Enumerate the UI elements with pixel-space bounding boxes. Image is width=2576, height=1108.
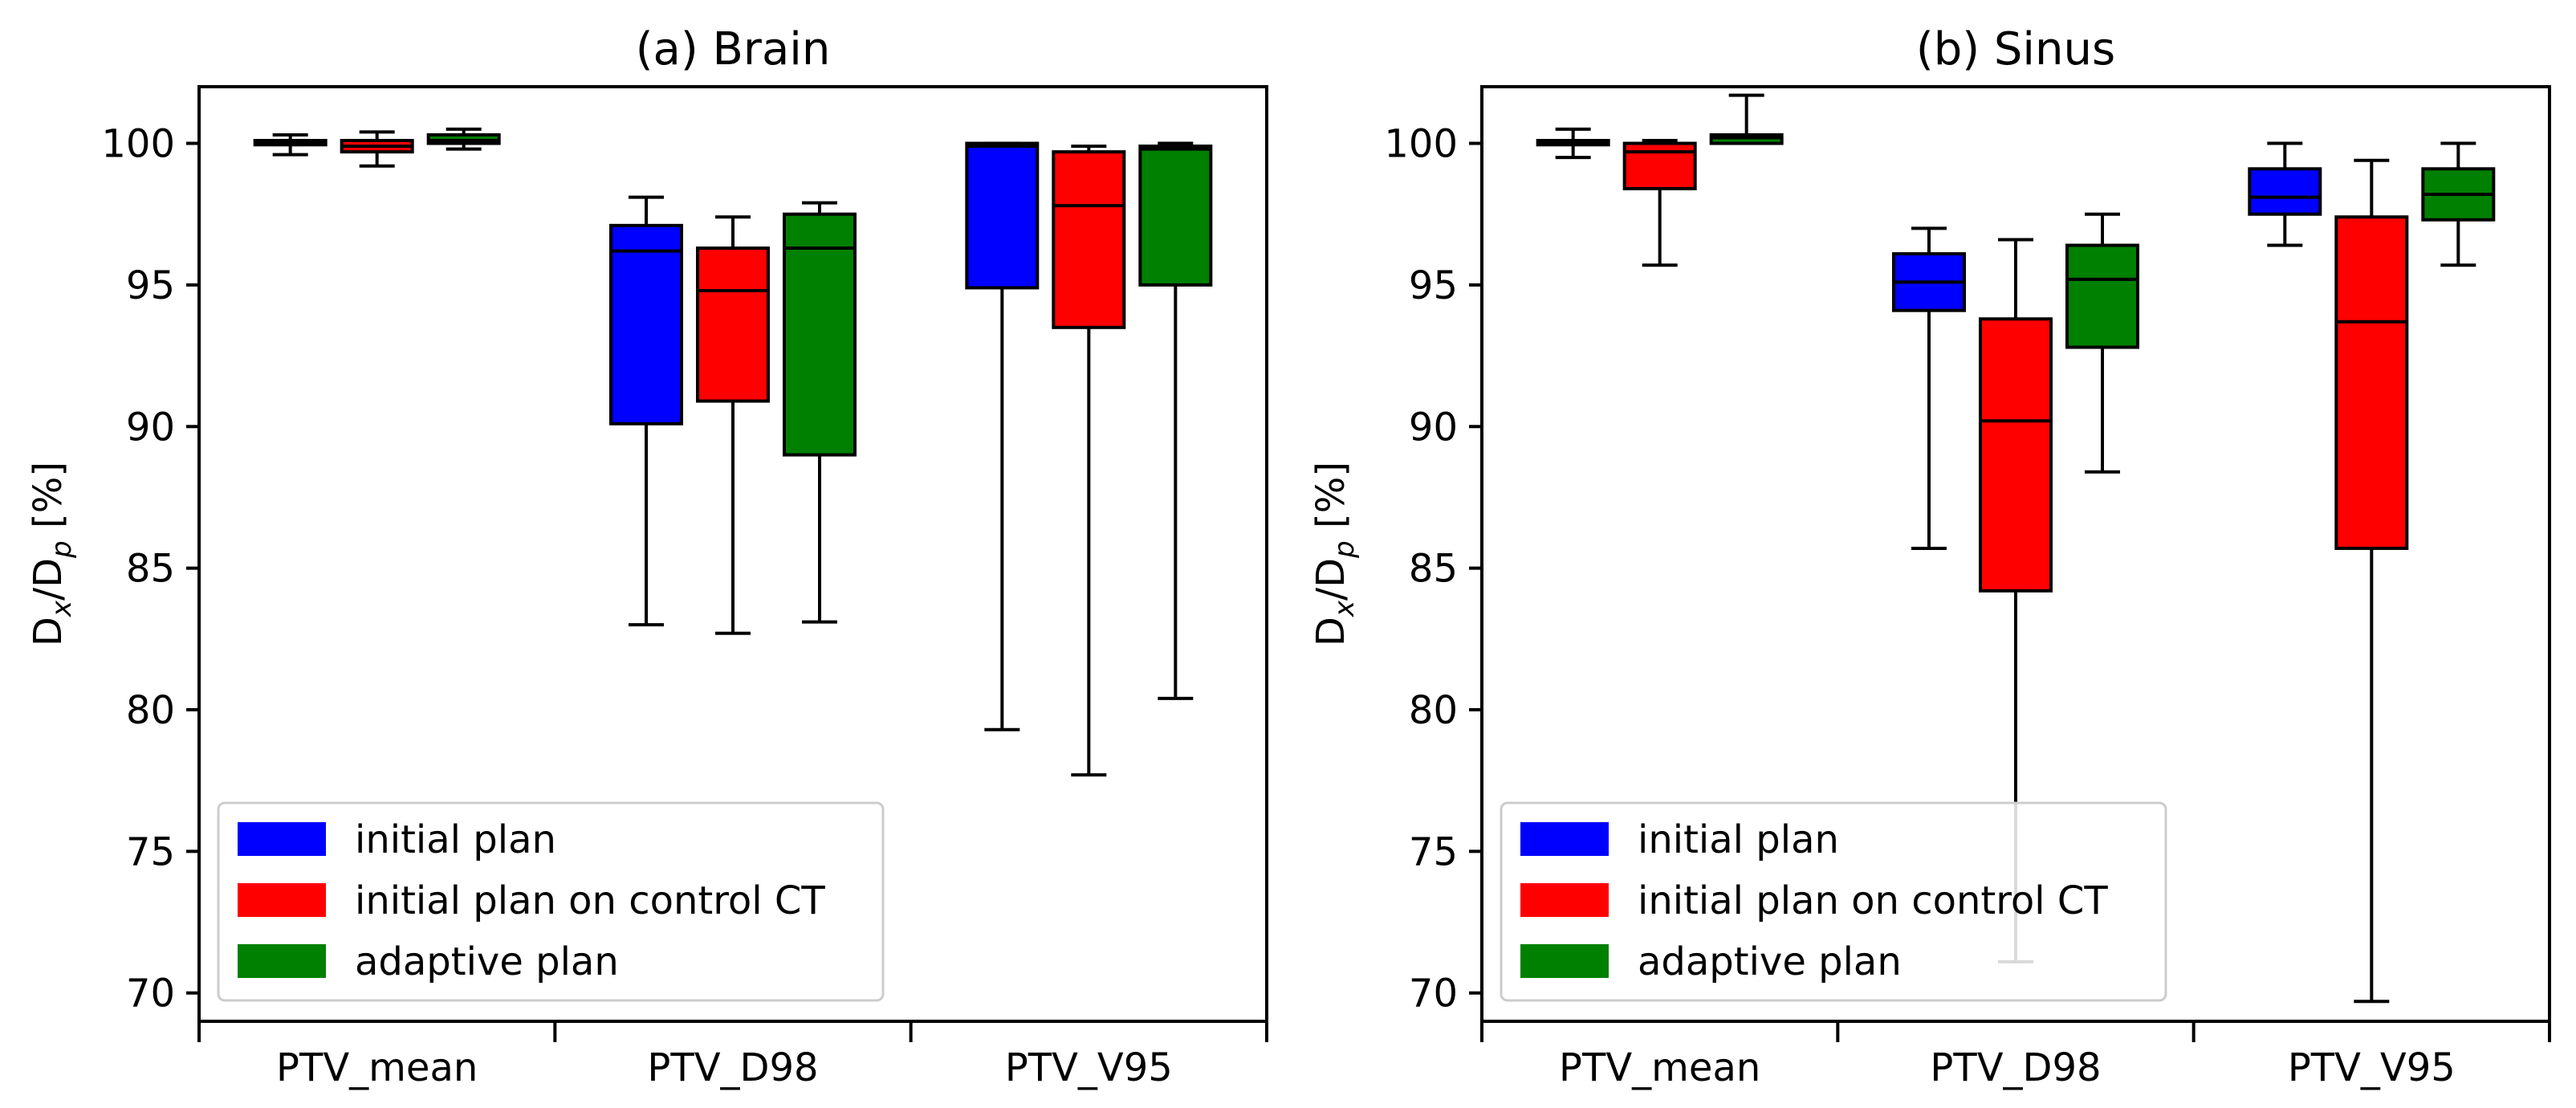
legend-label: initial plan on control CT xyxy=(355,878,825,923)
axes-frame xyxy=(197,85,1268,1023)
y-tick-label: 85 xyxy=(1409,547,1458,592)
box-PTV_V95-series-1 xyxy=(2248,141,2322,247)
y-tick-label: 85 xyxy=(126,547,175,592)
y-tick-label: 100 xyxy=(101,122,175,167)
legend: initial plan initial plan on control CT ad… xyxy=(217,801,885,1002)
y-axis-label-part: [%] xyxy=(26,462,71,540)
subplot-1: (a) Brain 70 75 80 85 90 95 100 Dx/Dp [%] PTV_mea… xyxy=(26,23,1268,1090)
legend-swatch xyxy=(238,822,326,856)
box-PTV_V95-series-2 xyxy=(2334,158,2409,1004)
box-PTV_mean-series-3 xyxy=(1709,93,1784,145)
legend: initial plan initial plan on control CT ad… xyxy=(1500,801,2167,1002)
box-PTV_mean-series-1 xyxy=(253,132,328,157)
x-tick-label: PTV_V95 xyxy=(2288,1045,2456,1090)
y-tick-label: 70 xyxy=(1409,972,1458,1016)
y-tick-label: 75 xyxy=(126,829,175,874)
x-tick-label: PTV_mean xyxy=(276,1045,478,1090)
x-tick-label: PTV_D98 xyxy=(1930,1045,2101,1090)
box-PTV_V95-series-1 xyxy=(965,141,1040,731)
y-tick-label: 75 xyxy=(1409,829,1458,874)
box-PTV_mean-series-2 xyxy=(340,130,414,168)
box xyxy=(696,246,770,403)
legend-swatch xyxy=(1520,944,1609,978)
y-tick-label: 95 xyxy=(126,263,175,308)
box-PTV_D98-series-3 xyxy=(783,201,857,624)
y-tick-label: 95 xyxy=(1409,263,1458,308)
y-tick-label: 70 xyxy=(126,972,175,1016)
y-axis-label-part: D xyxy=(1308,617,1353,646)
y-axis-label-subscript: x xyxy=(1329,600,1361,617)
box xyxy=(1979,317,2053,593)
box xyxy=(965,141,1040,290)
box-PTV_D98-series-1 xyxy=(1892,226,1966,550)
subplot-2: (b) Sinus 70 75 80 85 90 95 100 Dx/Dp [%] PTV_mea… xyxy=(1308,23,2551,1090)
box xyxy=(2065,243,2139,349)
legend-label: initial plan xyxy=(355,817,556,862)
legend-label: initial plan on control CT xyxy=(1638,878,2108,923)
legend-label: adaptive plan xyxy=(1638,939,1902,984)
box-PTV_V95-series-3 xyxy=(1138,141,1213,700)
y-axis-label-part: /D xyxy=(26,558,71,601)
box xyxy=(2248,167,2322,216)
chart-title: (b) Sinus xyxy=(1916,23,2115,75)
y-axis-label-subscript: p xyxy=(1329,540,1361,559)
box xyxy=(609,223,683,426)
x-tick-label: PTV_V95 xyxy=(1005,1045,1173,1090)
y-axis-label: Dx/Dp [%] xyxy=(26,462,78,646)
legend-swatch xyxy=(238,944,326,978)
box xyxy=(783,212,857,457)
legend-frame xyxy=(1500,801,2167,1002)
box-PTV_D98-series-2 xyxy=(696,215,770,635)
y-tick-label: 80 xyxy=(1409,688,1458,733)
y-axis-label-subscript: p xyxy=(46,540,78,559)
box-PTV_mean-series-1 xyxy=(1536,127,1610,160)
legend-swatch xyxy=(1520,822,1609,856)
box-PTV_mean-series-3 xyxy=(426,127,501,151)
y-tick-label: 90 xyxy=(126,405,175,450)
box xyxy=(1622,141,1697,190)
legend-swatch xyxy=(238,883,326,917)
legend-label: initial plan xyxy=(1638,817,1839,862)
legend-label: adaptive plan xyxy=(355,939,619,984)
y-tick-label: 80 xyxy=(126,688,175,733)
box xyxy=(1138,145,1213,287)
x-tick-label: PTV_mean xyxy=(1559,1045,1760,1090)
box-PTV_V95-series-3 xyxy=(2421,141,2496,267)
legend-frame xyxy=(217,801,885,1002)
box xyxy=(1052,150,1126,329)
box-PTV_D98-series-3 xyxy=(2065,212,2139,474)
axes-frame xyxy=(1480,85,2551,1023)
legend-swatch xyxy=(1520,883,1609,917)
y-axis-label-part: D xyxy=(26,617,71,646)
x-tick-label: PTV_D98 xyxy=(647,1045,818,1090)
y-axis-label-part: [%] xyxy=(1308,462,1353,540)
box-PTV_mean-series-2 xyxy=(1622,139,1697,267)
y-axis-label-subscript: x xyxy=(46,600,78,617)
y-tick-label: 90 xyxy=(1409,405,1458,450)
y-axis-label-part: /D xyxy=(1308,558,1353,601)
box-PTV_D98-series-1 xyxy=(609,195,683,627)
y-axis-label: Dx/Dp [%] xyxy=(1308,462,1361,646)
box xyxy=(2334,215,2409,550)
box-PTV_V95-series-2 xyxy=(1052,145,1126,777)
y-tick-label: 100 xyxy=(1384,122,1458,167)
chart-title: (a) Brain xyxy=(636,23,831,75)
